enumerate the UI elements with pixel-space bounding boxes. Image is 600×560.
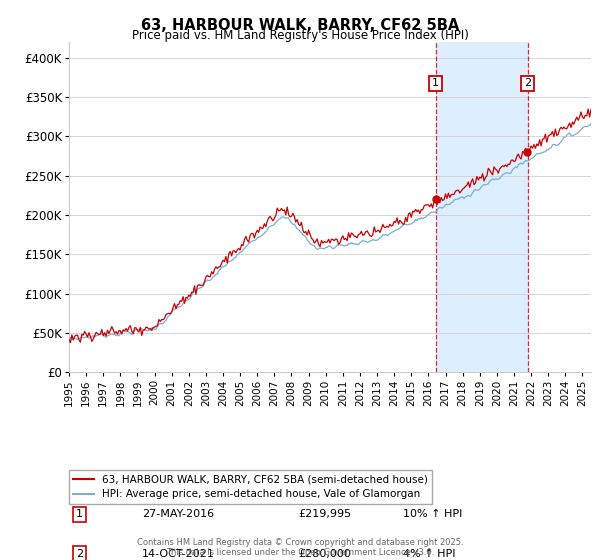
Text: 1: 1	[432, 78, 439, 88]
Legend: 63, HARBOUR WALK, BARRY, CF62 5BA (semi-detached house), HPI: Average price, sem: 63, HARBOUR WALK, BARRY, CF62 5BA (semi-…	[69, 470, 433, 503]
Text: 4% ↑ HPI: 4% ↑ HPI	[403, 549, 455, 559]
Text: £280,000: £280,000	[299, 549, 352, 559]
Text: Price paid vs. HM Land Registry's House Price Index (HPI): Price paid vs. HM Land Registry's House …	[131, 29, 469, 42]
Text: 2: 2	[76, 549, 83, 559]
Text: 10% ↑ HPI: 10% ↑ HPI	[403, 510, 463, 520]
Text: 27-MAY-2016: 27-MAY-2016	[142, 510, 214, 520]
Text: Contains HM Land Registry data © Crown copyright and database right 2025.
This d: Contains HM Land Registry data © Crown c…	[137, 538, 463, 557]
Text: 14-OCT-2021: 14-OCT-2021	[142, 549, 215, 559]
Text: 1: 1	[76, 510, 83, 520]
Text: 63, HARBOUR WALK, BARRY, CF62 5BA: 63, HARBOUR WALK, BARRY, CF62 5BA	[141, 18, 459, 34]
Text: £219,995: £219,995	[299, 510, 352, 520]
Bar	[436, 42, 527, 372]
Text: 2: 2	[524, 78, 531, 88]
